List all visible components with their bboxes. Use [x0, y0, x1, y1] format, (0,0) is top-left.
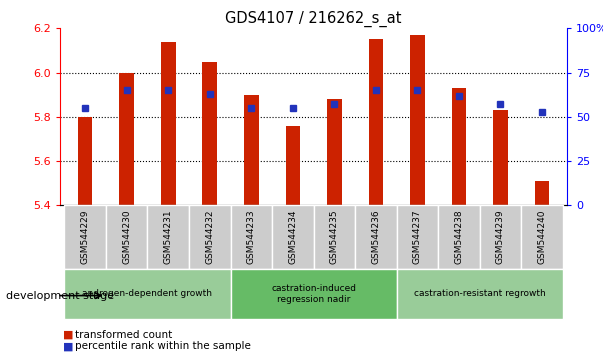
Bar	[286, 126, 300, 205]
Text: ■: ■	[63, 330, 74, 339]
Text: GSM544233: GSM544233	[247, 210, 256, 264]
Bar	[65, 205, 106, 269]
Bar	[479, 205, 521, 269]
Text: GSM544235: GSM544235	[330, 210, 339, 264]
Text: GSM544234: GSM544234	[288, 210, 297, 264]
Text: GSM544230: GSM544230	[122, 210, 131, 264]
Bar	[327, 99, 341, 205]
Bar	[397, 269, 563, 319]
Bar	[493, 110, 508, 205]
Bar	[65, 269, 230, 319]
Bar	[438, 205, 479, 269]
Bar	[521, 205, 563, 269]
Text: GSM544237: GSM544237	[413, 210, 422, 264]
Bar	[189, 205, 230, 269]
Bar	[230, 205, 272, 269]
Bar	[78, 117, 92, 205]
Bar	[535, 181, 549, 205]
Bar	[148, 205, 189, 269]
Text: GSM544232: GSM544232	[205, 210, 214, 264]
Bar	[452, 88, 466, 205]
Bar	[161, 42, 175, 205]
Bar	[272, 205, 314, 269]
Text: development stage: development stage	[6, 291, 114, 301]
Text: androgen-dependent growth: androgen-dependent growth	[83, 289, 212, 298]
Text: GSM544239: GSM544239	[496, 210, 505, 264]
Bar	[314, 205, 355, 269]
Bar	[244, 95, 259, 205]
Text: ■: ■	[63, 341, 74, 351]
Text: percentile rank within the sample: percentile rank within the sample	[75, 341, 251, 351]
Bar	[355, 205, 397, 269]
Text: castration-resistant regrowth: castration-resistant regrowth	[414, 289, 546, 298]
Text: castration-induced
regression nadir: castration-induced regression nadir	[271, 284, 356, 303]
Text: GSM544229: GSM544229	[81, 210, 90, 264]
Bar	[119, 73, 134, 205]
Bar	[106, 205, 148, 269]
Bar	[203, 62, 217, 205]
Text: GSM544240: GSM544240	[537, 210, 546, 264]
Bar	[410, 35, 425, 205]
Text: GSM544238: GSM544238	[455, 210, 463, 264]
Bar	[368, 39, 383, 205]
Text: transformed count: transformed count	[75, 330, 172, 339]
Text: GSM544236: GSM544236	[371, 210, 380, 264]
Bar	[230, 269, 397, 319]
Text: GSM544231: GSM544231	[164, 210, 172, 264]
Title: GDS4107 / 216262_s_at: GDS4107 / 216262_s_at	[226, 11, 402, 27]
Bar	[397, 205, 438, 269]
